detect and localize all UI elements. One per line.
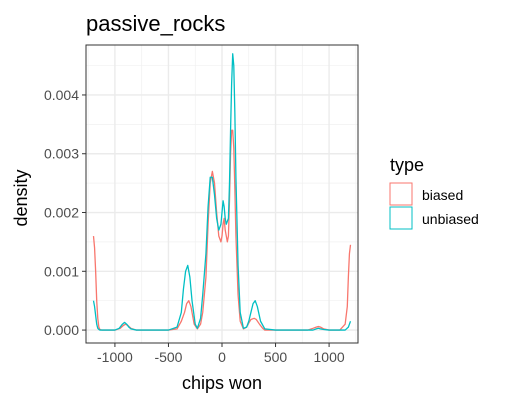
y-tick-label: 0.002 [44, 205, 79, 221]
x-tick-label: 500 [264, 349, 288, 365]
legend-label-biased: biased [422, 187, 463, 203]
legend-key-unbiased [389, 206, 413, 230]
y-tick-label: 0.004 [44, 87, 79, 103]
chart-title: passive_rocks [86, 11, 225, 36]
x-tick-label: -1000 [97, 349, 133, 365]
y-tick-label: 0.000 [44, 322, 79, 338]
legend: type biased unbiased [389, 155, 479, 230]
x-tick-label: 1000 [314, 349, 345, 365]
series-layer [92, 53, 352, 331]
x-axis: -1000 -500 0 500 1000 [97, 343, 345, 365]
y-tick-label: 0.001 [44, 263, 79, 279]
x-tick-label: 0 [218, 349, 226, 365]
plot-panel [85, 44, 359, 344]
y-axis: 0.000 0.001 0.002 0.003 0.004 [44, 87, 86, 338]
y-axis-title: density [11, 169, 31, 226]
y-tick-label: 0.003 [44, 146, 79, 162]
series-line-unbiased [92, 53, 352, 331]
legend-label-unbiased: unbiased [422, 211, 479, 227]
x-axis-title: chips won [182, 373, 262, 393]
x-tick-label: -500 [154, 349, 182, 365]
legend-key-biased [389, 182, 413, 206]
legend-title: type [390, 155, 424, 175]
legend-items: biased unbiased [389, 182, 479, 230]
